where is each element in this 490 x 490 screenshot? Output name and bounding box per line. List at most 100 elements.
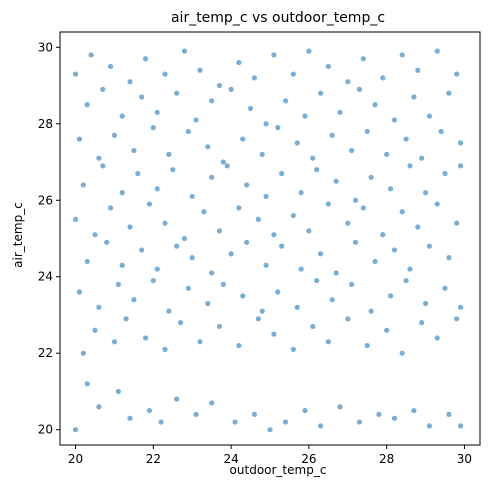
data-point (135, 170, 141, 177)
data-point (263, 121, 269, 127)
data-point (314, 277, 320, 284)
data-point (107, 205, 114, 211)
data-point (356, 86, 363, 92)
data-point (356, 419, 363, 425)
data-point (96, 304, 102, 310)
data-point (271, 331, 277, 337)
data-point (380, 75, 386, 81)
data-point (294, 140, 300, 146)
data-point (345, 79, 351, 85)
data-point (407, 163, 413, 169)
data-point (391, 247, 398, 253)
data-point (360, 205, 366, 211)
data-point (349, 281, 355, 287)
data-point (446, 255, 452, 261)
data-point (162, 71, 168, 77)
y-tick-label: 22 (38, 346, 53, 360)
data-point (364, 342, 370, 349)
data-point (197, 339, 203, 345)
data-point (142, 56, 149, 62)
data-point (419, 155, 425, 161)
data-point (111, 132, 118, 138)
data-point (438, 128, 444, 135)
data-point (457, 140, 464, 146)
data-point (166, 151, 172, 157)
data-point (391, 415, 398, 421)
data-point (247, 105, 254, 112)
data-point (154, 266, 160, 272)
data-point (127, 415, 133, 421)
x-tick-label: 30 (457, 452, 472, 466)
chart-title: air_temp_c vs outdoor_temp_c (171, 10, 385, 26)
data-point (298, 190, 304, 196)
data-point (96, 155, 102, 161)
data-point (457, 163, 464, 169)
data-point (115, 388, 121, 395)
x-tick-label: 26 (301, 452, 316, 466)
data-point (240, 136, 246, 142)
data-point (310, 155, 316, 161)
data-point (325, 63, 331, 70)
data-point (345, 220, 351, 226)
x-axis-ticks: 20 22 24 26 28 30 (68, 445, 472, 466)
data-point (411, 407, 417, 414)
data-point (92, 327, 98, 333)
data-point (127, 224, 133, 230)
data-point (72, 216, 79, 222)
y-tick-label: 30 (38, 40, 53, 54)
data-point (174, 90, 180, 96)
data-point (240, 293, 246, 299)
data-point (92, 232, 98, 238)
data-point (387, 293, 394, 299)
data-point (290, 212, 296, 219)
data-point (422, 190, 429, 196)
data-point (434, 335, 440, 341)
data-point (275, 289, 281, 295)
data-point (399, 350, 405, 356)
data-point (209, 174, 215, 180)
data-point (177, 320, 184, 326)
data-point (454, 71, 460, 77)
data-point (232, 419, 238, 425)
data-point (290, 346, 296, 352)
data-point (345, 316, 351, 322)
data-point (380, 232, 386, 238)
data-point (84, 381, 90, 387)
plot-frame (59, 31, 481, 446)
data-point (422, 300, 429, 307)
data-point (290, 71, 296, 77)
data-point (193, 117, 199, 123)
data-point (236, 342, 242, 349)
data-point (302, 113, 308, 119)
data-point (119, 113, 125, 119)
data-point (139, 94, 145, 100)
data-point (391, 117, 398, 123)
data-point (142, 335, 149, 341)
data-point (403, 277, 409, 284)
data-point (158, 419, 164, 425)
data-point (426, 423, 433, 429)
data-point (72, 71, 79, 77)
data-point (434, 201, 440, 207)
data-point (267, 427, 273, 433)
data-point (317, 251, 324, 257)
data-point (166, 308, 172, 314)
data-point (181, 48, 188, 54)
data-point (189, 255, 195, 261)
y-tick-label: 24 (38, 270, 53, 284)
data-point (282, 98, 289, 104)
data-point (220, 281, 226, 287)
data-point (100, 163, 106, 169)
data-point (325, 339, 331, 345)
data-point (236, 205, 242, 211)
data-point (139, 247, 145, 253)
data-point (189, 193, 195, 200)
data-point (220, 159, 226, 165)
data-point (298, 266, 304, 272)
data-point (442, 170, 448, 177)
y-tick-label: 20 (38, 423, 53, 437)
data-point (329, 297, 335, 303)
data-point (80, 182, 86, 188)
data-point (454, 316, 460, 322)
